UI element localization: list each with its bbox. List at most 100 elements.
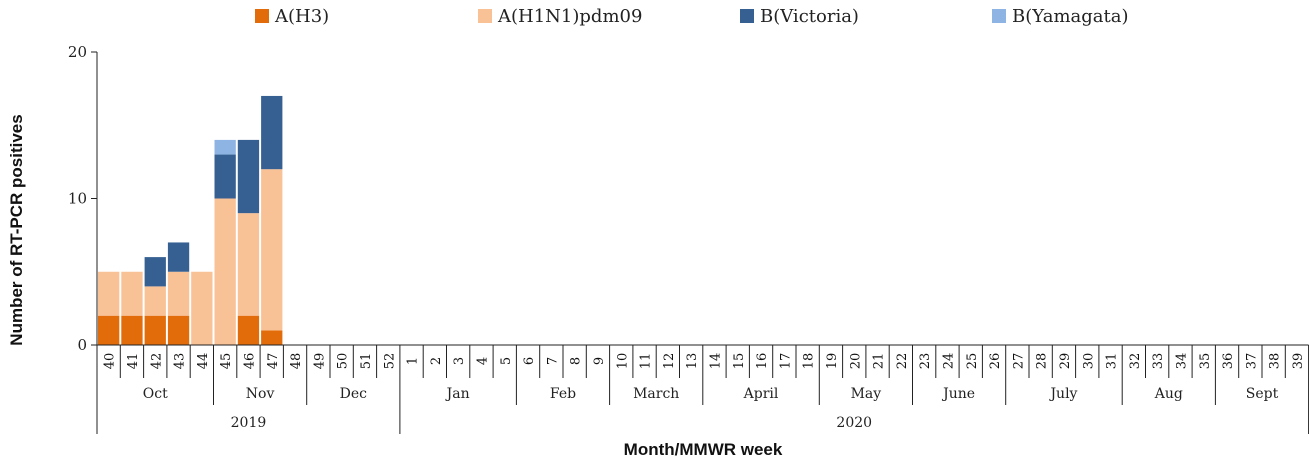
- week-label-20: 20: [848, 353, 863, 370]
- week-label-38: 38: [1268, 353, 1283, 370]
- legend: A(H3) A(H1N1)pdm09 B(Victoria) B(Yamagata): [255, 6, 1129, 27]
- week-label-15: 15: [732, 353, 747, 370]
- x-axis-title: Month/MMWR week: [624, 440, 783, 459]
- week-label-51: 51: [359, 353, 374, 370]
- bar-week-44-series-1: [191, 271, 213, 345]
- week-label-37: 37: [1244, 353, 1259, 370]
- year-label-2019: 2019: [231, 415, 267, 431]
- week-label-44: 44: [196, 353, 211, 370]
- bar-week-42-series-2: [144, 257, 166, 287]
- week-label-48: 48: [289, 353, 304, 370]
- week-label-22: 22: [895, 353, 910, 370]
- bar-week-40-series-1: [98, 271, 120, 316]
- week-label-4: 4: [475, 357, 490, 365]
- bar-week-45-series-2: [214, 154, 236, 199]
- week-label-25: 25: [965, 353, 980, 370]
- bar-week-42-series-0: [144, 315, 166, 345]
- bar-week-45-series-1: [214, 198, 236, 345]
- week-label-33: 33: [1151, 353, 1166, 370]
- week-label-36: 36: [1221, 353, 1236, 370]
- month-label-aug: Aug: [1154, 386, 1183, 402]
- week-label-1: 1: [406, 357, 421, 365]
- week-label-50: 50: [336, 353, 351, 370]
- x-axis: 40 41 42 43 44 45 46 47 48 49 50 51 52 1 2 3 4 5 6 7 8 9 10 11 1…: [96, 344, 1309, 434]
- week-label-40: 40: [103, 353, 118, 370]
- week-label-29: 29: [1058, 353, 1073, 370]
- y-tick-label-1: 10: [68, 190, 87, 208]
- week-label-43: 43: [173, 353, 188, 370]
- bar-week-46-series-2: [237, 139, 260, 214]
- month-label-may: May: [851, 386, 882, 402]
- week-label-47: 47: [266, 353, 281, 370]
- week-label-45: 45: [219, 353, 234, 370]
- bar-week-43-series-2: [167, 242, 190, 272]
- legend-label-0: A(H3): [274, 6, 329, 27]
- bar-week-45-series-3: [214, 139, 236, 155]
- week-label-52: 52: [382, 353, 397, 370]
- legend-swatch-2: [740, 9, 754, 23]
- bar-week-43-series-1: [167, 271, 190, 316]
- week-label-31: 31: [1105, 353, 1120, 370]
- week-label-3: 3: [452, 357, 467, 365]
- week-label-11: 11: [639, 353, 654, 370]
- week-label-41: 41: [126, 353, 141, 370]
- week-label-13: 13: [685, 353, 700, 370]
- bar-week-42-series-1: [144, 286, 166, 316]
- week-label-49: 49: [312, 353, 327, 370]
- month-label-oct: Oct: [143, 386, 168, 402]
- week-label-14: 14: [708, 353, 723, 370]
- week-label-18: 18: [802, 353, 817, 370]
- y-tick-label-0: 0: [77, 336, 87, 354]
- bar-week-40-series-0: [98, 315, 120, 345]
- bar-week-47-series-1: [261, 169, 283, 331]
- week-label-27: 27: [1011, 353, 1026, 370]
- bar-week-47-series-2: [261, 95, 283, 170]
- legend-label-2: B(Victoria): [760, 6, 859, 27]
- bar-week-41-series-1: [121, 271, 143, 316]
- month-label-jan: Jan: [445, 386, 470, 402]
- week-label-23: 23: [918, 353, 933, 370]
- y-tick-label-2: 20: [68, 43, 87, 61]
- week-label-12: 12: [662, 353, 677, 370]
- legend-swatch-1: [478, 9, 492, 23]
- week-label-39: 39: [1291, 353, 1306, 370]
- week-label-21: 21: [872, 353, 887, 370]
- month-label-dec: Dec: [340, 386, 368, 402]
- week-label-32: 32: [1128, 353, 1143, 370]
- week-label-16: 16: [755, 353, 770, 370]
- week-label-9: 9: [592, 357, 607, 365]
- week-label-19: 19: [825, 353, 840, 370]
- bar-week-43-series-0: [167, 315, 190, 345]
- month-label-june: June: [941, 386, 975, 402]
- legend-label-3: B(Yamagata): [1012, 6, 1129, 27]
- week-label-34: 34: [1174, 353, 1189, 370]
- bar-week-46-series-0: [237, 315, 260, 345]
- week-label-30: 30: [1081, 353, 1096, 370]
- week-label-42: 42: [149, 353, 164, 370]
- bar-week-41-series-0: [121, 315, 143, 345]
- month-label-april: April: [743, 386, 779, 402]
- week-label-5: 5: [499, 357, 514, 365]
- month-label-nov: Nov: [246, 386, 275, 402]
- week-label-10: 10: [615, 353, 630, 370]
- week-label-35: 35: [1198, 353, 1213, 370]
- week-label-8: 8: [569, 357, 584, 365]
- week-label-17: 17: [778, 353, 793, 370]
- week-label-6: 6: [522, 357, 537, 365]
- week-label-46: 46: [242, 353, 257, 370]
- month-label-feb: Feb: [550, 386, 576, 402]
- year-label-2020: 2020: [836, 415, 872, 431]
- week-label-24: 24: [941, 353, 956, 370]
- bar-week-47-series-0: [261, 330, 283, 345]
- legend-swatch-3: [992, 9, 1006, 23]
- week-label-28: 28: [1035, 353, 1050, 370]
- y-axis: 0 10 20: [68, 43, 98, 354]
- week-label-26: 26: [988, 353, 1003, 370]
- week-label-2: 2: [429, 357, 444, 365]
- y-axis-title: Number of RT-PCR positives: [7, 114, 26, 345]
- month-label-july: July: [1048, 386, 1077, 402]
- week-label-7: 7: [545, 357, 560, 365]
- legend-label-1: A(H1N1)pdm09: [497, 6, 642, 27]
- month-label-march: March: [633, 386, 679, 402]
